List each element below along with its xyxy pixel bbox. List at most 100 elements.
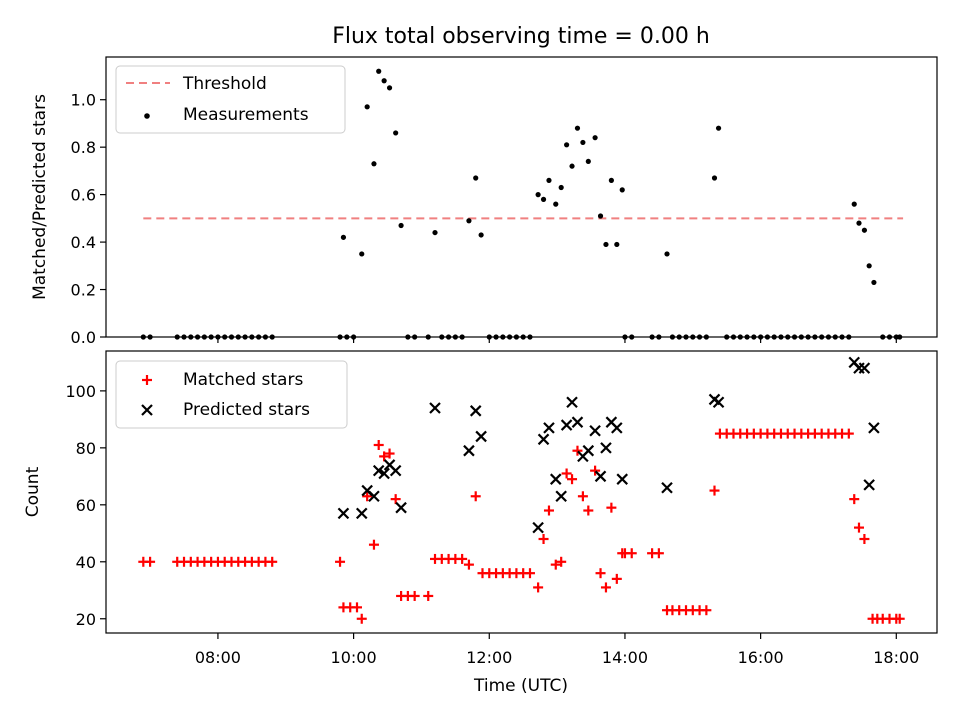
- measurement-point: [386, 85, 393, 91]
- measurement-point: [861, 227, 868, 233]
- predicted-star-point: [537, 433, 550, 446]
- matched-star-point: [709, 485, 720, 496]
- matched-star-point: [368, 539, 379, 550]
- measurement-point: [553, 201, 559, 207]
- bottom-plot-frame: [105, 350, 938, 634]
- matched-star-point: [351, 602, 362, 613]
- matched-star-point: [894, 613, 905, 624]
- measurement-point: [715, 125, 722, 131]
- predicted-legend-marker: [141, 404, 153, 416]
- measurement-point: [856, 220, 862, 226]
- matched-star-point: [463, 559, 474, 570]
- matched-star-point: [849, 494, 860, 505]
- predicted-star-point: [395, 501, 407, 514]
- bottom-panel: Count Time (UTC) 08:00 10:00 12:00 14:00 16:…: [23, 350, 938, 696]
- bottom-y-tick-label: 20: [76, 610, 96, 629]
- predicted-star-point: [475, 430, 487, 443]
- top-y-tick-label: 0.4: [71, 233, 96, 252]
- matched-star-point: [701, 605, 712, 616]
- bottom-y-tick-label: 80: [76, 439, 96, 458]
- bottom-x-axis-label: Time (UTC): [473, 676, 568, 696]
- matched-star-point: [550, 559, 561, 570]
- predicted-star-point: [389, 464, 402, 477]
- matched-legend-glyph: [142, 375, 152, 385]
- measurement-point: [466, 218, 472, 224]
- matched-star-point: [595, 568, 606, 579]
- measurement-point: [603, 241, 609, 248]
- predicted-star-point: [429, 402, 441, 414]
- predicted-star-point: [355, 507, 368, 520]
- matched-star-point: [556, 556, 567, 567]
- measurement-point: [871, 279, 877, 286]
- measurements-legend-label: Measurements: [183, 105, 309, 125]
- matched-star-point: [583, 505, 594, 516]
- top-y-tick-label: 0.0: [71, 328, 96, 347]
- predicted-star-point: [463, 444, 475, 457]
- predicted-star-point: [368, 490, 380, 503]
- measurement-point: [546, 177, 552, 183]
- matched-star-point: [543, 505, 554, 516]
- predicted-star-point: [560, 419, 573, 431]
- predicted-star-point: [868, 422, 880, 434]
- top-chart-title: Flux total observing time = 0.00 h: [332, 24, 710, 49]
- predicted-star-point: [571, 416, 584, 428]
- bottom-x-tick-label: 10:00: [331, 648, 377, 667]
- top-legend: Threshold Measurements: [115, 65, 346, 134]
- predicted-star-point: [600, 442, 612, 454]
- measurement-point: [619, 187, 625, 193]
- matched-legend-marker: [142, 375, 152, 385]
- measurement-point: [585, 158, 591, 165]
- matched-star-point: [653, 548, 664, 559]
- measurements-legend-marker: [144, 113, 150, 119]
- measurement-point: [381, 78, 387, 84]
- predicted-star-point: [863, 479, 875, 491]
- predicted-star-point: [372, 464, 385, 477]
- measurement-point: [398, 222, 404, 229]
- matched-star-point: [533, 582, 544, 593]
- predicted-star-point: [566, 396, 578, 409]
- predicted-legend-glyph: [141, 404, 153, 416]
- matched-star-point: [538, 534, 549, 544]
- top-y-tick-label: 0.8: [71, 138, 96, 157]
- bottom-x-tick-label: 16:00: [738, 648, 784, 667]
- measurement-point: [473, 175, 479, 181]
- bottom-y-tick-label: 100: [65, 382, 96, 401]
- matched-star-point: [409, 590, 420, 601]
- top-y-tick-label: 0.2: [71, 281, 96, 300]
- matched-star-point: [590, 465, 601, 476]
- top-y-tick-label: 1.0: [71, 91, 96, 110]
- measurement-point: [569, 163, 575, 169]
- measurement-point: [851, 201, 857, 207]
- measurement-point: [564, 142, 570, 148]
- bottom-ticks: 08:00 10:00 12:00 14:00 16:00 18:00 20 40 60 80 10…: [65, 382, 919, 667]
- predicted-star-point: [337, 507, 350, 520]
- bottom-y-axis-label: Count: [23, 466, 43, 517]
- measurement-point: [580, 139, 586, 146]
- measurement-point: [432, 229, 438, 236]
- predicted-star-point: [589, 424, 601, 437]
- matched-star-point: [600, 582, 611, 593]
- measurement-point: [558, 184, 564, 191]
- matched-star-point: [853, 522, 864, 533]
- matched-star-point: [606, 502, 617, 513]
- measurement-point: [359, 251, 365, 257]
- measurement-point: [371, 161, 377, 167]
- predicted-star-point: [616, 473, 629, 485]
- matched-star-point: [373, 440, 384, 450]
- matched-star-point: [379, 451, 390, 462]
- bottom-x-tick-label: 12:00: [466, 648, 512, 667]
- bottom-y-tick-label: 40: [76, 553, 96, 572]
- predicted-star-point: [378, 467, 390, 480]
- predicted-star-point: [712, 396, 725, 409]
- matched-star-point: [572, 445, 583, 456]
- measurement-point: [866, 263, 872, 269]
- measurement-point: [340, 234, 347, 240]
- predicted-star-point: [543, 422, 555, 434]
- measurement-point: [597, 213, 604, 219]
- matched-star-point: [843, 428, 854, 439]
- threshold-legend-label: Threshold: [182, 74, 267, 94]
- predicted-star-point: [661, 481, 673, 494]
- bottom-x-tick-label: 18:00: [873, 648, 919, 667]
- bottom-y-tick-label: 60: [76, 496, 96, 515]
